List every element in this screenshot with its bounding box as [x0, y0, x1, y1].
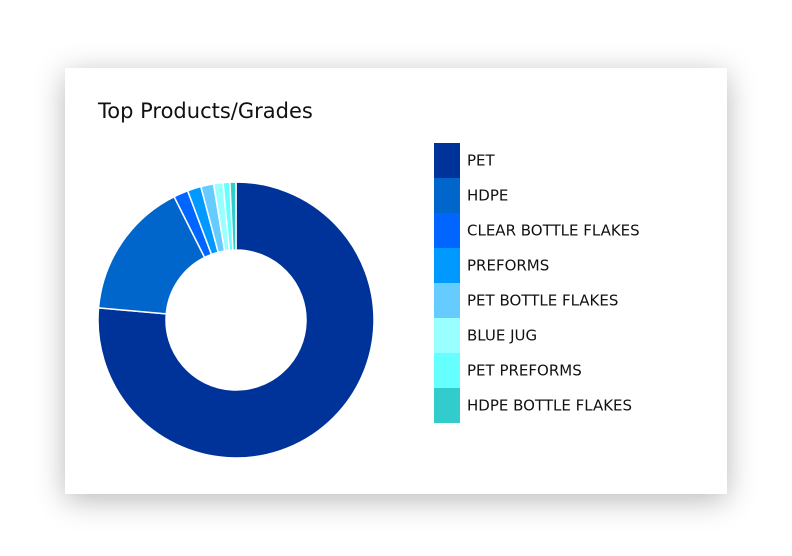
legend-label: PET PREFORMS	[467, 362, 582, 380]
legend-swatch	[434, 283, 460, 318]
legend-swatch	[434, 213, 460, 248]
legend-label: PET	[467, 152, 496, 170]
legend-label: BLUE JUG	[467, 327, 537, 345]
legend-label: PET BOTTLE FLAKES	[467, 292, 618, 310]
legend-swatch	[434, 353, 460, 388]
legend-label: CLEAR BOTTLE FLAKES	[467, 222, 640, 240]
chart-title: Top Products/Grades	[97, 99, 313, 123]
legend-label: PREFORMS	[467, 257, 549, 275]
donut-slice	[97, 181, 375, 459]
legend-swatch	[434, 178, 460, 213]
legend-swatch	[434, 143, 460, 178]
legend-swatch	[434, 318, 460, 353]
legend-swatch	[434, 388, 460, 423]
legend-swatch	[434, 248, 460, 283]
legend-label: HDPE BOTTLE FLAKES	[467, 397, 632, 415]
donut-slice	[229, 181, 237, 251]
legend-label: HDPE	[467, 187, 508, 205]
